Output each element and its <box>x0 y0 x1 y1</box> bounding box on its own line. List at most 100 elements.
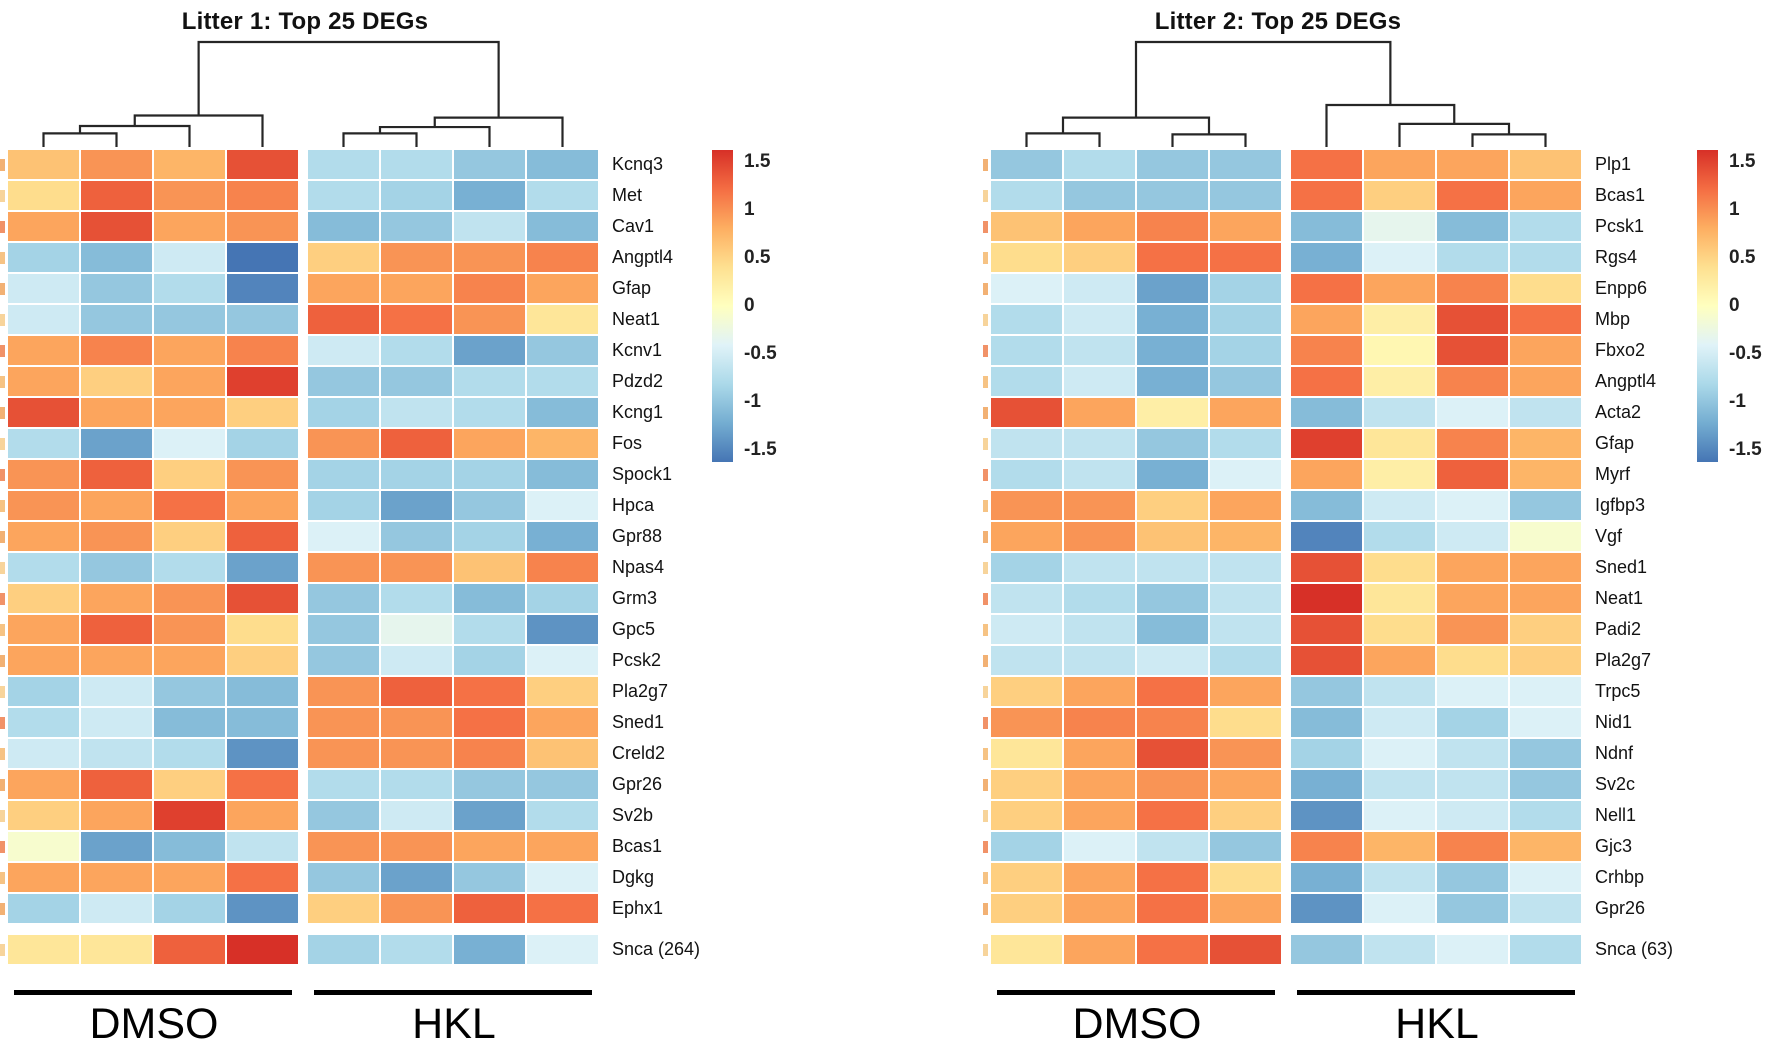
heatmap-cell <box>154 336 225 365</box>
colorbar-tick-label: -0.5 <box>744 343 777 364</box>
heatmap-cell <box>381 863 452 892</box>
row-edge-mark <box>0 314 5 326</box>
heatmap-cell <box>81 646 152 675</box>
heatmap-cell <box>1437 770 1508 799</box>
heatmap-cell <box>1437 584 1508 613</box>
heatmap-cell <box>1064 863 1135 892</box>
heatmap-cell <box>1137 212 1208 241</box>
heatmap-cell <box>454 894 525 923</box>
heatmap-cell <box>1510 801 1581 830</box>
heatmap-cell <box>308 367 379 396</box>
heatmap-cell <box>1510 615 1581 644</box>
heatmap-cell <box>1210 708 1281 737</box>
heatmap-cell <box>1364 243 1435 272</box>
heatmap-cell <box>1510 243 1581 272</box>
heatmap-cell <box>1364 305 1435 334</box>
heatmap-cell <box>381 584 452 613</box>
heatmap-cell <box>1064 212 1135 241</box>
row-edge-mark <box>983 190 988 202</box>
heatmap-cell <box>1364 708 1435 737</box>
heatmap-cell <box>227 522 298 551</box>
heatmap-cell <box>1437 305 1508 334</box>
heatmap-cell <box>81 150 152 179</box>
row-edge-mark <box>983 407 988 419</box>
heatmap-cell <box>227 460 298 489</box>
heatmap-cell <box>81 429 152 458</box>
colorbar-litter-2 <box>1697 150 1718 462</box>
heatmap-cell <box>1364 491 1435 520</box>
gene-label: Snca (264) <box>612 939 701 959</box>
heatmap-cell <box>81 460 152 489</box>
heatmap-cell <box>227 832 298 861</box>
heatmap-cell <box>1437 274 1508 303</box>
heatmap-cell <box>991 491 1062 520</box>
row-edge-mark <box>983 779 988 791</box>
heatmap-cell <box>991 863 1062 892</box>
heatmap-cell <box>1364 770 1435 799</box>
gene-label: Sv2b <box>612 805 654 825</box>
gene-label: Bcas1 <box>1595 185 1646 205</box>
heatmap-cell <box>1510 367 1581 396</box>
heatmap-cell <box>991 646 1062 675</box>
colorbar-tick-label: 0.5 <box>744 247 771 268</box>
heatmap-cell <box>527 584 598 613</box>
heatmap-cell <box>381 615 452 644</box>
group-label-hkl: HKL <box>412 1000 496 1048</box>
heatmap-cell <box>381 243 452 272</box>
heatmap-cell <box>308 305 379 334</box>
heatmap-cell <box>1210 770 1281 799</box>
heatmap-cell <box>8 935 79 964</box>
heatmap-cell <box>1437 553 1508 582</box>
heatmap-cell <box>527 646 598 675</box>
heatmap-cell <box>381 677 452 706</box>
heatmap-cell <box>1137 367 1208 396</box>
heatmap-cell <box>154 491 225 520</box>
heatmap-cell <box>1291 274 1362 303</box>
heatmap-cell <box>991 429 1062 458</box>
heatmap-cell <box>8 243 79 272</box>
heatmap-cell <box>1137 801 1208 830</box>
gene-label: Cav1 <box>612 216 655 236</box>
heatmap-cell <box>227 894 298 923</box>
gene-label: Gpc5 <box>612 619 656 639</box>
heatmap-cell <box>154 398 225 427</box>
heatmap-cell <box>227 801 298 830</box>
gene-label: Spock1 <box>612 464 673 484</box>
row-edge-mark <box>0 500 5 512</box>
gene-label: Met <box>612 185 643 205</box>
colorbar-litter-1 <box>712 150 733 462</box>
heatmap-cell <box>227 646 298 675</box>
row-edge-mark <box>983 314 988 326</box>
heatmap-cell <box>454 460 525 489</box>
heatmap-cell <box>8 739 79 768</box>
heatmap-cell <box>227 615 298 644</box>
colorbar-tick-label: 1 <box>744 199 755 220</box>
heatmap-cell <box>381 708 452 737</box>
heatmap-cell <box>1510 677 1581 706</box>
heatmap-cell <box>527 398 598 427</box>
gene-label: Fos <box>612 433 643 453</box>
heatmap-cell <box>154 935 225 964</box>
heatmap-cell <box>1210 935 1281 964</box>
heatmap-cell <box>154 770 225 799</box>
heatmap-cell <box>154 553 225 582</box>
heatmap-cell <box>991 460 1062 489</box>
row-edge-mark <box>983 872 988 884</box>
heatmap-cell <box>1291 150 1362 179</box>
gene-label: Snca (63) <box>1595 939 1674 959</box>
heatmap-cell <box>1364 863 1435 892</box>
heatmap-cell <box>154 150 225 179</box>
gene-label: Vgf <box>1595 526 1623 546</box>
gene-label: Gpr26 <box>612 774 663 794</box>
row-edge-mark <box>0 562 5 574</box>
row-edge-mark <box>983 500 988 512</box>
heatmap-cell <box>381 739 452 768</box>
heatmap-cell <box>1137 832 1208 861</box>
row-edge-mark <box>983 376 988 388</box>
row-edge-mark <box>0 624 5 636</box>
heatmap-cell <box>81 832 152 861</box>
heatmap-cell <box>8 398 79 427</box>
heatmap-cell <box>527 491 598 520</box>
heatmap-cell <box>1137 708 1208 737</box>
heatmap-cell <box>154 522 225 551</box>
